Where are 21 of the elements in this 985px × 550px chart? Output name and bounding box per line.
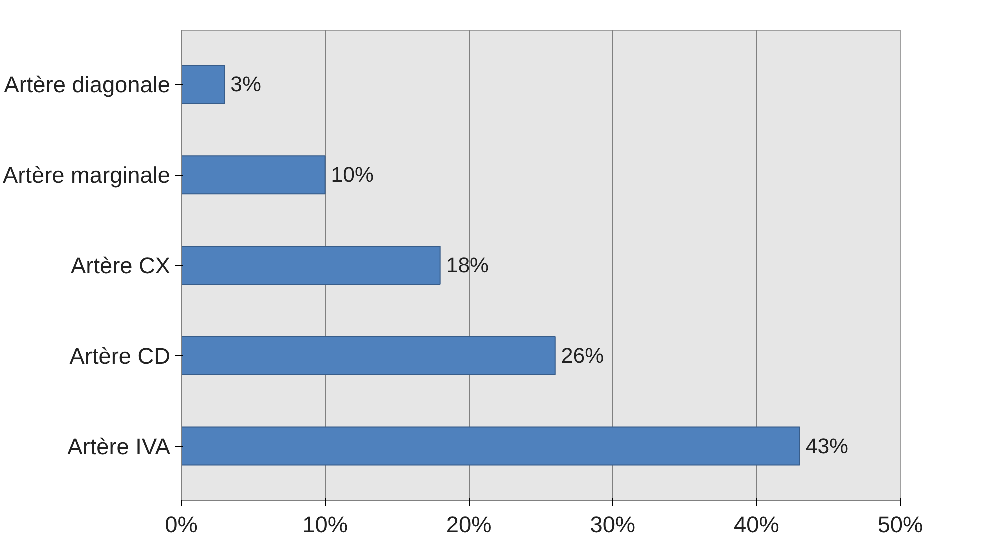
x-tick-label: 40% bbox=[734, 512, 780, 538]
x-tick-label: 20% bbox=[446, 512, 492, 538]
y-tick-label: Artère IVA bbox=[68, 433, 172, 460]
y-tick-label: Artère CX bbox=[71, 252, 171, 278]
x-tick-label: 50% bbox=[878, 512, 924, 538]
bar bbox=[182, 336, 556, 376]
y-tick-label: Artère diagonale bbox=[4, 72, 171, 98]
bar bbox=[182, 65, 226, 104]
x-tick-label: 10% bbox=[302, 512, 348, 538]
y-tick-label: Artère CD bbox=[70, 342, 171, 369]
data-label: 3% bbox=[230, 72, 262, 97]
data-label: 18% bbox=[446, 254, 490, 278]
data-label: 43% bbox=[806, 434, 849, 458]
data-label: 26% bbox=[561, 344, 604, 368]
bar bbox=[182, 156, 326, 195]
y-tick-label: Artère marginale bbox=[3, 162, 171, 188]
bar bbox=[182, 426, 800, 466]
bar bbox=[182, 246, 441, 285]
x-tick-label: 30% bbox=[590, 512, 636, 538]
x-tick-label: 0% bbox=[165, 512, 198, 538]
data-label: 10% bbox=[331, 163, 374, 188]
